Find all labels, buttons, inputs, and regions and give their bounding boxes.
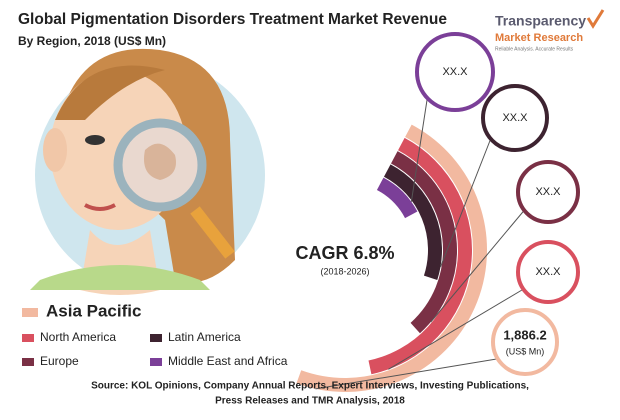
region-arc [296,124,487,392]
value: 1,886.2 [503,327,546,342]
legend-swatch [22,358,34,366]
region-arc [368,137,472,375]
value: XX.X [442,66,468,78]
legend-swatch [22,334,34,342]
source: Press Releases and TMR Analysis, 2018 [215,396,405,407]
legend-swatch [150,358,162,366]
connector [315,357,503,390]
logo-line1: Transparency [495,13,586,29]
value-bubble [516,160,580,224]
legend-label: Asia Pacific [46,301,141,320]
connector [440,133,494,268]
region-arcs: 1,886.2 (US$ Mn) XX.X XX.X XX.X XX.X [296,32,580,392]
legend-label: Latin America [168,330,241,344]
value: XX.X [535,186,561,198]
value: XX.X [502,112,528,124]
logo-line2: Market Research [495,32,583,44]
legend-label: North America [40,330,116,344]
value-bubble [481,84,549,152]
region-arc [390,151,457,334]
value-bubble [491,308,559,376]
logo: Transparency Market Research Reliable An… [495,9,605,52]
legend-label: Europe [40,354,79,368]
legend: Asia Pacific North America Europe Latin Ame… [22,301,288,368]
value-bubble [516,240,580,304]
value-bubble [415,32,495,112]
title: Global Pigmentation Disorders Treatment … [18,11,447,28]
connector [410,90,429,202]
connector [430,206,528,323]
legend-swatch [22,308,38,317]
value: XX.X [535,266,561,278]
legend-label: Middle East and Africa [168,354,288,368]
subtitle: By Region, 2018 (US$ Mn) [18,34,166,48]
unit: (US$ Mn) [506,346,545,356]
illustration [30,48,265,295]
source: Source: KOL Opinions, Company Annual Rep… [91,381,529,392]
cagr: CAGR 6.8% [295,243,394,263]
logo-tagline: Reliable Analysis. Accurate Results [495,46,574,52]
connector [388,286,528,370]
cagr-period: (2018-2026) [320,266,369,276]
region-arc [376,177,418,219]
legend-swatch [150,334,162,342]
region-arc [383,164,442,280]
